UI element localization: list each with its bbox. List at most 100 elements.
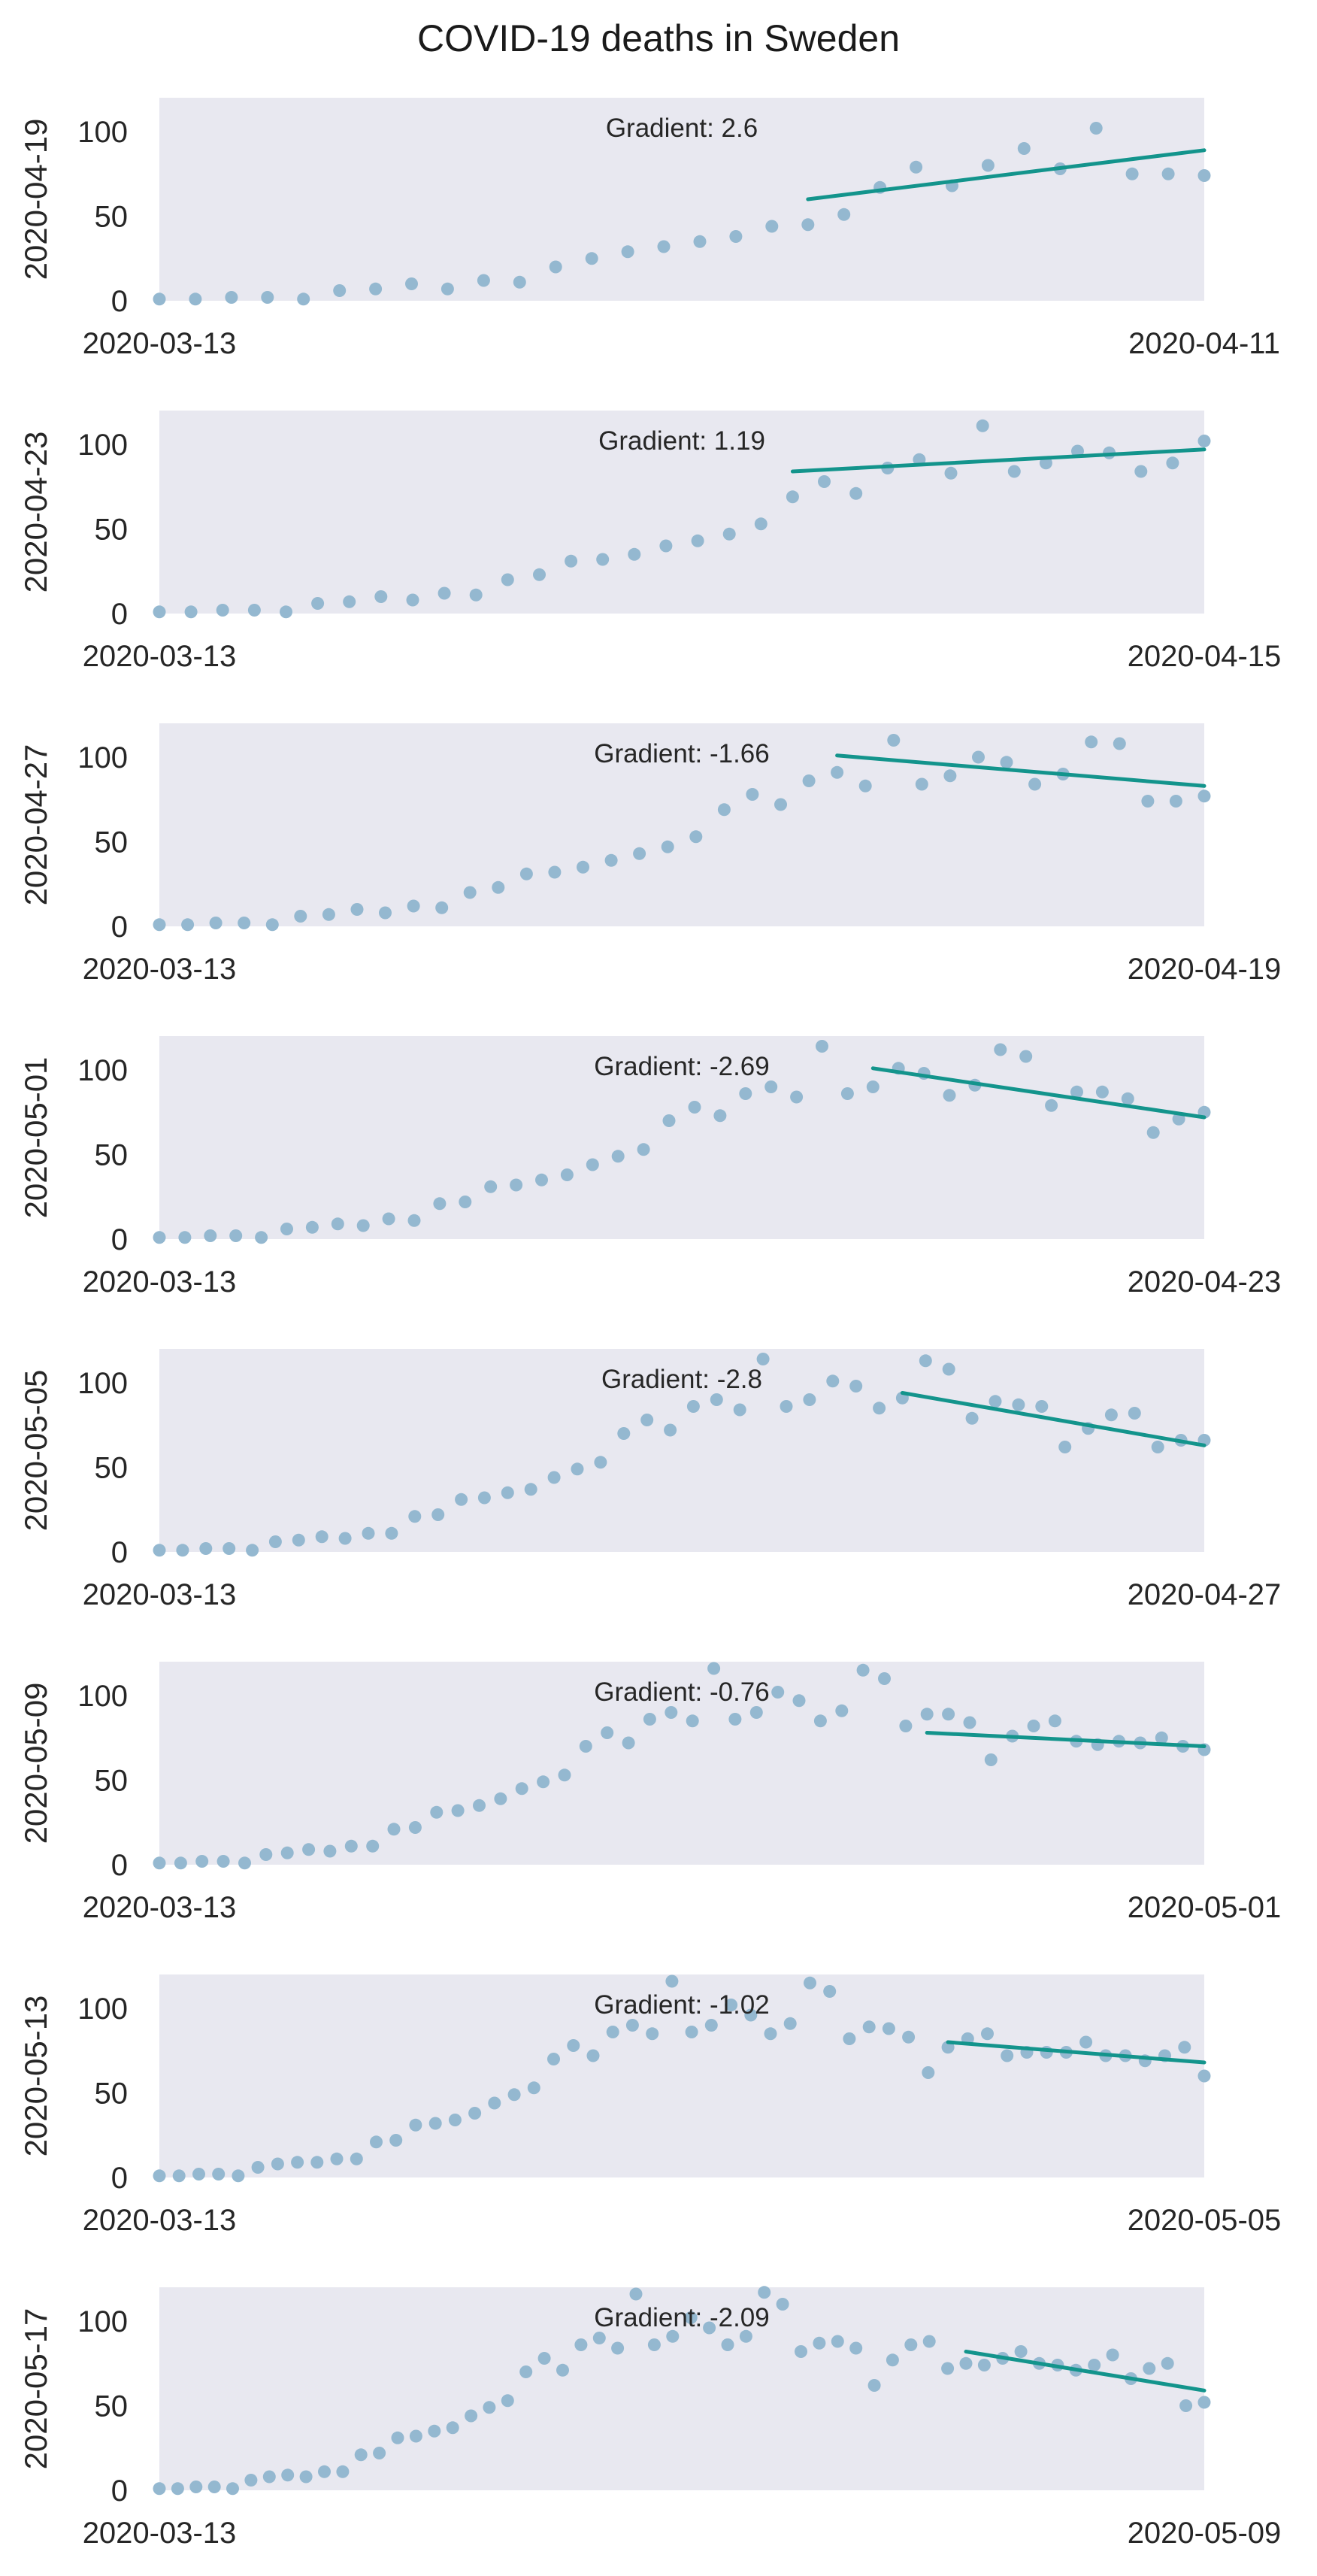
data-point [831,765,844,779]
data-point [1106,2348,1119,2362]
data-point [535,1173,548,1186]
data-point [693,235,707,248]
data-point [176,1544,189,1557]
data-point [244,2474,258,2487]
data-point [994,1043,1007,1056]
data-point [665,1974,679,1988]
data-point [232,2169,245,2183]
data-point [565,554,578,568]
trend-line [900,1391,1206,1447]
x-tick-label-start: 2020-03-13 [83,1265,237,1299]
data-point [959,2356,973,2370]
data-point [1197,2396,1211,2409]
y-tick-label: 100 [77,429,128,462]
gradient-label: Gradient: -1.66 [594,739,769,768]
x-tick-label-end: 2020-05-05 [1128,2204,1282,2237]
data-point [733,1403,746,1417]
y-axis-label: 2020-05-05 [18,1370,53,1532]
plot-area [159,2287,1204,2490]
x-tick-label-start: 2020-03-13 [83,953,237,986]
data-point [409,2118,422,2132]
y-tick-label: 0 [111,1223,128,1256]
data-point [592,2332,606,2344]
data-point [1095,1085,1109,1099]
data-point [835,1704,849,1717]
data-point [585,252,598,265]
gradient-label: Gradient: -2.8 [601,1365,762,1394]
y-axis-label: 2020-04-27 [18,744,53,906]
y-axis-label: 2020-05-09 [18,1683,53,1844]
data-point [501,2394,514,2408]
data-point [1088,2359,1101,2371]
data-point [813,1714,827,1728]
data-point [560,1168,574,1181]
data-point [330,2152,344,2165]
data-point [370,2135,383,2149]
data-point [441,282,454,295]
data-point [331,1217,344,1231]
data-point [178,1231,192,1244]
data-point [1017,142,1031,155]
x-tick-label-start: 2020-03-13 [83,2204,237,2237]
data-point [965,1411,979,1425]
data-point [1128,1407,1141,1420]
data-point [963,1716,976,1729]
data-point [594,1456,607,1469]
y-axis-label: 2020-04-23 [18,432,53,593]
data-point [1143,2362,1156,2375]
data-point [488,2096,501,2110]
x-tick-label-start: 2020-03-13 [83,640,237,673]
data-point [333,284,347,297]
data-point [172,2169,186,2183]
data-point [473,1799,486,1812]
data-point [181,918,195,932]
data-point [322,908,335,921]
data-point [238,1856,251,1870]
data-point [268,1535,282,1548]
plot-area [159,1349,1204,1552]
y-tick-label: 100 [77,1054,128,1087]
data-point [382,1212,395,1226]
data-point [886,2353,899,2367]
trend-line [964,2350,1206,2393]
panel-8: Gradient: -2.09 0 50 100 2020-05-17 2020-03-1… [18,2286,1281,2550]
data-point [510,1178,523,1192]
data-point [873,1402,886,1415]
data-point [537,1775,550,1789]
data-point [299,2470,313,2484]
data-point [1178,2041,1191,2054]
y-tick-label: 0 [111,285,128,318]
data-point [571,1462,584,1476]
data-point [659,539,673,553]
data-point [344,1839,358,1853]
gradient-label: Gradient: -0.76 [594,1677,769,1707]
data-point [1007,465,1021,478]
data-point [837,208,851,221]
data-point [1070,1085,1083,1099]
data-point [904,2338,918,2351]
data-point [771,1686,785,1699]
data-point [882,2022,895,2035]
data-point [556,2363,569,2377]
trend-line [925,1731,1206,1748]
data-point [899,1720,913,1732]
y-tick-label: 100 [77,741,128,774]
data-point [527,2081,540,2095]
data-point [280,605,292,619]
data-point [717,803,731,817]
data-point [1161,2356,1174,2370]
data-point [174,1856,187,1870]
data-point [356,1219,370,1232]
data-point [1079,2035,1093,2049]
data-point [408,1821,422,1834]
data-point [981,159,995,172]
data-point [251,2161,265,2174]
data-point [942,1708,955,1721]
data-point [430,1805,444,1819]
data-point [972,750,985,764]
data-point [265,918,279,932]
data-point [744,2008,758,2022]
data-point [1155,1731,1168,1744]
data-point [1058,1441,1072,1453]
data-point [633,847,646,860]
